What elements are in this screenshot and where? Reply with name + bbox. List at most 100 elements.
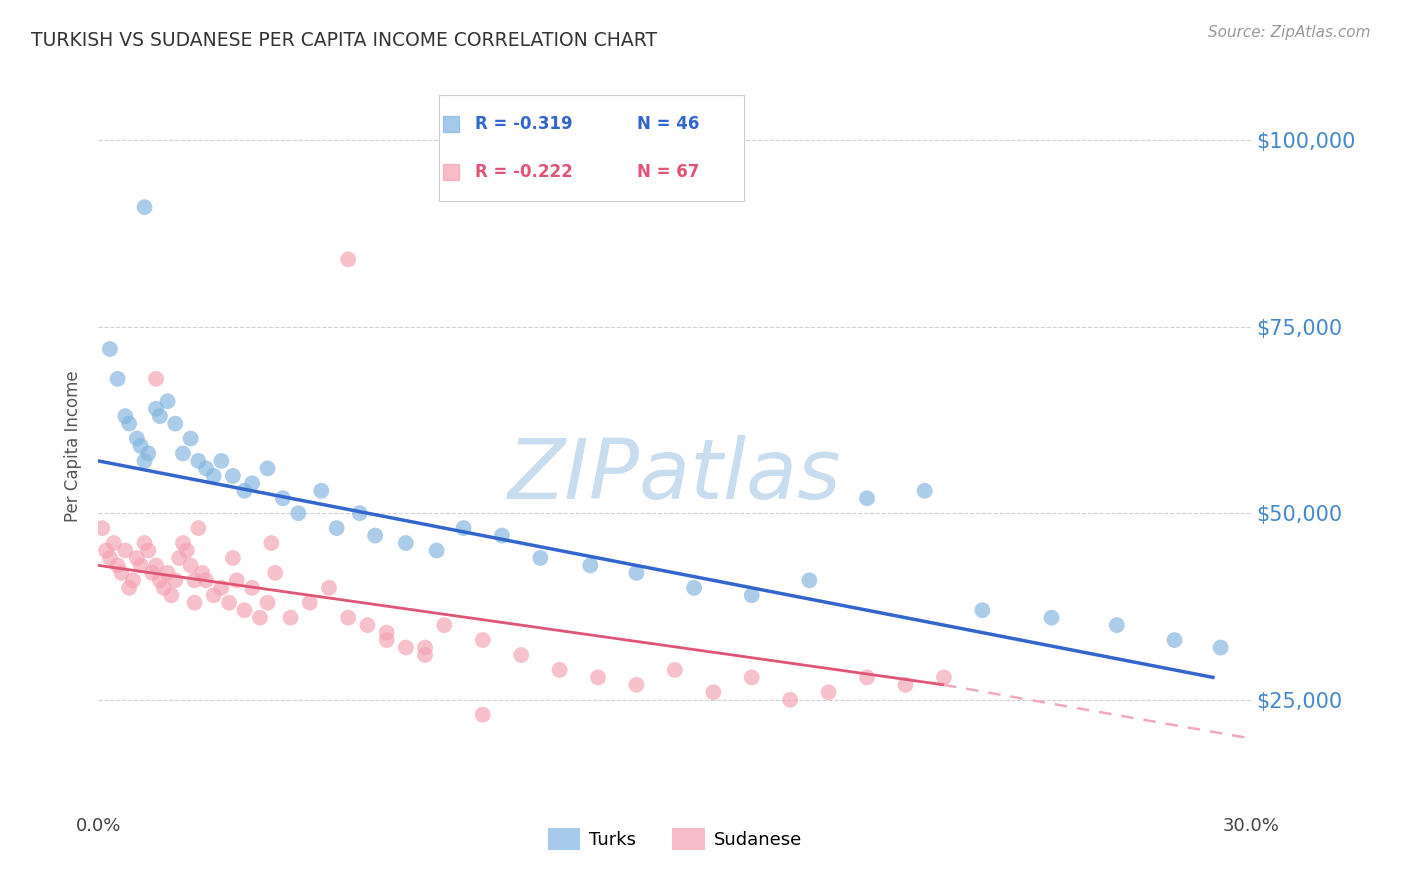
Point xyxy=(856,670,879,684)
Point xyxy=(138,446,160,460)
Legend: Turks, Sudanese: Turks, Sudanese xyxy=(540,821,810,857)
Point xyxy=(413,648,436,662)
Point xyxy=(209,581,232,595)
Point xyxy=(664,663,686,677)
Point xyxy=(817,685,839,699)
Point xyxy=(1209,640,1232,655)
Point xyxy=(129,558,152,573)
Point xyxy=(160,588,183,602)
Point xyxy=(183,596,205,610)
Point xyxy=(318,581,340,595)
Text: TURKISH VS SUDANESE PER CAPITA INCOME CORRELATION CHART: TURKISH VS SUDANESE PER CAPITA INCOME CO… xyxy=(31,31,657,50)
Point xyxy=(337,610,360,624)
Point xyxy=(218,596,240,610)
Point xyxy=(222,551,245,566)
Point xyxy=(180,432,202,446)
Text: Source: ZipAtlas.com: Source: ZipAtlas.com xyxy=(1208,25,1371,40)
Point xyxy=(453,521,475,535)
Point xyxy=(914,483,936,498)
Point xyxy=(1163,633,1185,648)
Point xyxy=(129,439,152,453)
Point xyxy=(579,558,602,573)
Point xyxy=(972,603,994,617)
Point xyxy=(1040,610,1063,624)
Point xyxy=(125,432,148,446)
Point xyxy=(311,483,333,498)
Point xyxy=(349,506,371,520)
Point xyxy=(165,574,187,588)
Point xyxy=(145,558,167,573)
Point xyxy=(118,581,141,595)
Point xyxy=(894,678,917,692)
Point xyxy=(471,707,494,722)
Point xyxy=(298,596,321,610)
Point xyxy=(225,574,247,588)
Point xyxy=(586,670,609,684)
Point xyxy=(191,566,214,580)
Point xyxy=(183,574,205,588)
Point xyxy=(145,401,167,416)
Point xyxy=(94,543,117,558)
Point xyxy=(395,640,418,655)
Point xyxy=(156,566,179,580)
Point xyxy=(240,581,263,595)
Point xyxy=(103,536,125,550)
Point xyxy=(134,200,156,214)
Point xyxy=(702,685,724,699)
Point xyxy=(287,506,309,520)
Point xyxy=(256,461,278,475)
Point xyxy=(433,618,456,632)
Point xyxy=(134,454,156,468)
Point xyxy=(202,468,225,483)
Point xyxy=(187,454,209,468)
Point xyxy=(172,536,194,550)
Point xyxy=(125,551,148,566)
Point xyxy=(395,536,418,550)
Point xyxy=(779,692,801,706)
Point xyxy=(375,625,398,640)
Point xyxy=(264,566,287,580)
Point xyxy=(741,670,763,684)
Point xyxy=(165,417,187,431)
Point xyxy=(325,521,347,535)
Point xyxy=(426,543,449,558)
Point xyxy=(626,566,648,580)
Point xyxy=(249,610,271,624)
Point xyxy=(91,521,114,535)
Point xyxy=(98,342,121,356)
Point xyxy=(98,551,121,566)
Point xyxy=(209,454,232,468)
Point xyxy=(134,536,156,550)
Point xyxy=(240,476,263,491)
Point xyxy=(149,574,172,588)
Point xyxy=(145,372,167,386)
Point xyxy=(122,574,145,588)
Point xyxy=(683,581,706,595)
Point xyxy=(149,409,172,424)
Point xyxy=(510,648,533,662)
Point xyxy=(932,670,955,684)
Point xyxy=(413,640,436,655)
Text: ZIPatlas: ZIPatlas xyxy=(508,434,842,516)
Point xyxy=(856,491,879,506)
Point xyxy=(107,372,129,386)
Point xyxy=(233,603,256,617)
Point xyxy=(118,417,141,431)
Point xyxy=(176,543,198,558)
Point xyxy=(529,551,551,566)
Point xyxy=(114,543,136,558)
Point xyxy=(195,574,218,588)
Point xyxy=(202,588,225,602)
Point xyxy=(233,483,256,498)
Point xyxy=(364,528,387,542)
Point xyxy=(356,618,378,632)
Point xyxy=(491,528,513,542)
Point xyxy=(138,543,160,558)
Y-axis label: Per Capita Income: Per Capita Income xyxy=(65,370,83,522)
Point xyxy=(741,588,763,602)
Point xyxy=(110,566,132,580)
Point xyxy=(471,633,494,648)
Point xyxy=(375,633,398,648)
Point xyxy=(271,491,294,506)
Point xyxy=(152,581,174,595)
